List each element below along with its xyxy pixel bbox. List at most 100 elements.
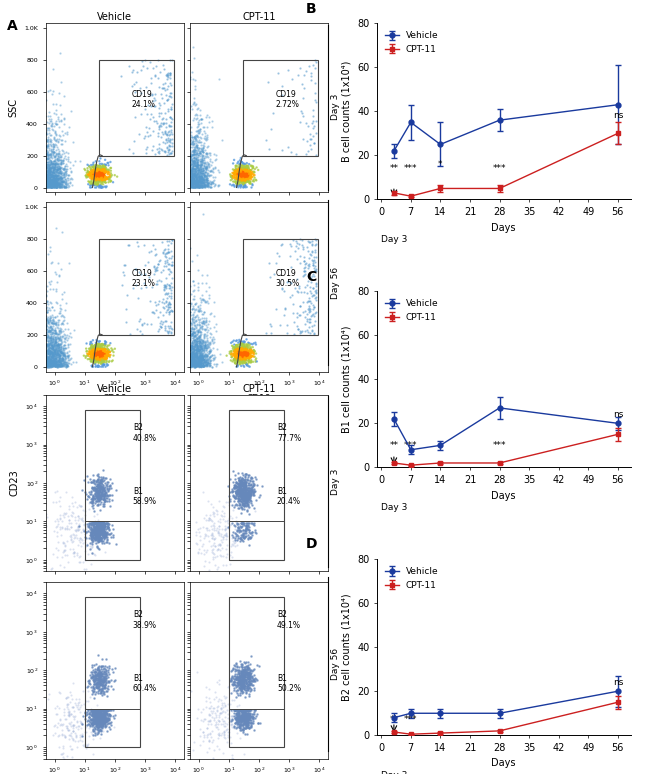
Point xyxy=(23,180,34,193)
Point xyxy=(70,730,81,742)
Point xyxy=(92,525,103,537)
Point xyxy=(75,731,85,743)
Point xyxy=(24,359,34,372)
Point xyxy=(26,159,36,172)
Point xyxy=(128,282,138,294)
Point xyxy=(100,173,110,186)
Point xyxy=(190,358,201,370)
Point xyxy=(217,728,228,740)
Point xyxy=(179,162,190,174)
Point xyxy=(232,339,242,351)
Point xyxy=(25,152,35,165)
Point xyxy=(196,344,207,357)
Point xyxy=(166,163,177,176)
Point xyxy=(148,62,158,74)
Point xyxy=(55,172,65,184)
Point xyxy=(20,331,30,344)
Point xyxy=(217,699,228,711)
Point xyxy=(240,170,250,182)
Point xyxy=(164,166,174,179)
Point xyxy=(33,335,44,348)
Point xyxy=(20,165,30,177)
Point xyxy=(91,163,101,175)
Point xyxy=(244,669,255,681)
Point xyxy=(180,337,190,349)
Point xyxy=(243,679,254,691)
Point xyxy=(51,169,62,181)
Point xyxy=(45,110,55,122)
Point xyxy=(39,341,49,354)
Point xyxy=(242,346,253,358)
Point xyxy=(163,355,174,368)
Point xyxy=(184,170,194,183)
Point xyxy=(238,169,248,181)
Point xyxy=(211,705,222,717)
Point xyxy=(242,166,253,179)
Point xyxy=(46,155,57,167)
Point xyxy=(86,713,97,725)
Point xyxy=(234,167,244,180)
Point xyxy=(172,358,183,370)
Point xyxy=(169,326,179,338)
Point xyxy=(205,152,215,165)
Point xyxy=(219,728,229,740)
Point xyxy=(168,149,179,162)
Point xyxy=(192,156,202,169)
Point xyxy=(48,333,58,345)
Point xyxy=(187,141,198,153)
Point xyxy=(35,163,46,175)
Point xyxy=(186,166,196,178)
Point xyxy=(48,143,58,156)
Point xyxy=(162,128,172,140)
Point xyxy=(93,160,103,173)
Point xyxy=(53,360,63,372)
Point xyxy=(24,327,34,340)
Point xyxy=(51,161,62,173)
Point xyxy=(188,354,199,367)
Point xyxy=(235,163,246,176)
Point xyxy=(163,306,174,318)
Point xyxy=(29,179,39,191)
Point xyxy=(241,728,252,740)
Point xyxy=(23,166,33,178)
Point xyxy=(56,168,66,180)
Point xyxy=(93,348,103,360)
Point xyxy=(204,358,214,370)
Point xyxy=(96,524,107,536)
Point xyxy=(184,344,194,357)
Point xyxy=(244,721,254,734)
Point xyxy=(242,505,253,518)
Point xyxy=(96,714,107,726)
Point xyxy=(193,360,203,372)
Point xyxy=(236,485,246,498)
Point xyxy=(44,355,55,368)
Point xyxy=(239,499,250,512)
Point xyxy=(177,331,188,344)
Point xyxy=(96,352,106,365)
Point xyxy=(90,521,100,533)
Point xyxy=(46,170,56,183)
Point xyxy=(45,344,55,357)
Point xyxy=(242,166,252,179)
Point xyxy=(98,175,108,187)
Point xyxy=(190,155,201,167)
Point xyxy=(20,118,30,131)
Point xyxy=(183,355,194,368)
Point xyxy=(92,172,102,184)
Point xyxy=(179,351,190,364)
Point xyxy=(56,357,66,369)
Point xyxy=(32,170,42,182)
Point xyxy=(234,715,244,728)
Point xyxy=(233,492,244,505)
Point xyxy=(51,343,61,355)
Point xyxy=(44,349,55,361)
Point xyxy=(20,355,30,368)
Point xyxy=(30,351,40,364)
Point xyxy=(233,521,243,533)
Point xyxy=(240,499,250,512)
Point xyxy=(64,349,74,361)
Point xyxy=(237,714,247,726)
Point xyxy=(187,181,198,194)
Point xyxy=(163,327,174,339)
Point xyxy=(88,348,99,361)
